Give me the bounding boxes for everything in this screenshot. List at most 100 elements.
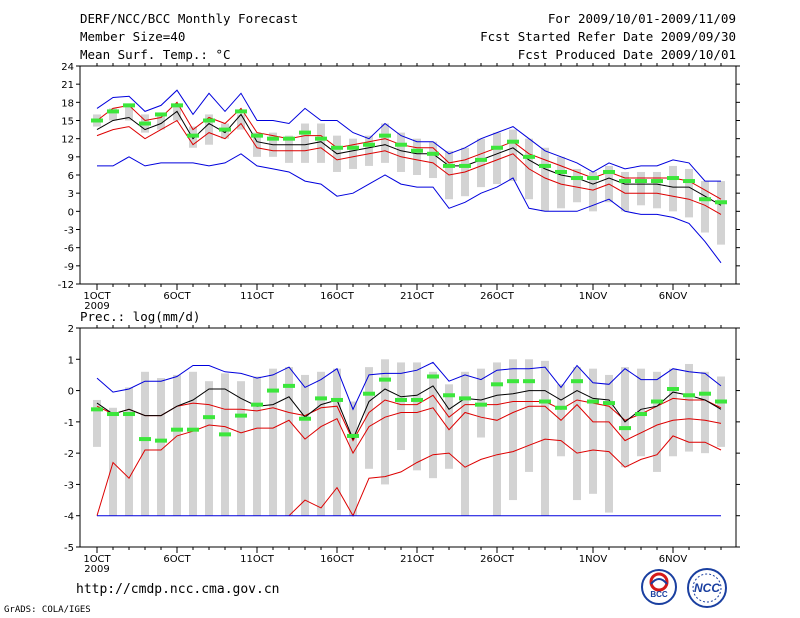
ensemble-box (93, 399, 101, 447)
observation-marker (267, 136, 279, 141)
ensemble-box (701, 371, 709, 454)
observation-marker (427, 374, 439, 379)
ensemble-box (109, 407, 117, 516)
observation-marker (363, 142, 375, 147)
series-line-ensemble-mean (96, 385, 722, 441)
observation-marker (235, 109, 247, 114)
observation-marker (203, 118, 215, 123)
ensemble-box (461, 371, 469, 516)
x-tick-label: 1NOV (579, 554, 608, 565)
ensemble-box (365, 367, 373, 469)
observation-marker (715, 399, 727, 404)
observation-marker (443, 393, 455, 398)
ensemble-box (317, 123, 325, 163)
observation-marker (491, 145, 503, 150)
observation-marker (379, 377, 391, 382)
series-line-lower (96, 403, 722, 516)
observation-marker (459, 396, 471, 401)
observation-marker (699, 197, 711, 202)
observation-marker (571, 176, 583, 181)
ensemble-box (125, 105, 133, 121)
series-line-ensemble-max (96, 89, 721, 182)
ensemble-box (685, 363, 693, 452)
x-tick-sublabel: 2009 (84, 301, 109, 312)
y-tick-label: 2 (68, 324, 74, 335)
plot-frame (79, 327, 737, 548)
observation-marker (299, 416, 311, 421)
series-line-lower (96, 119, 722, 215)
ensemble-box (285, 135, 293, 163)
ensemble-box (669, 368, 677, 457)
y-tick-label: 0 (68, 387, 74, 398)
observation-marker (363, 391, 375, 396)
ensemble-box (509, 129, 517, 182)
observation-marker (523, 379, 535, 384)
series-line-upper (96, 101, 722, 200)
observation-marker (475, 157, 487, 162)
ensemble-box (541, 360, 549, 516)
observation-marker (155, 438, 167, 443)
series-line-upper (96, 394, 722, 442)
observation-marker (123, 103, 135, 108)
ensemble-box (253, 132, 261, 157)
x-tick-label: 6NOV (659, 291, 688, 302)
ensemble-box (557, 156, 565, 209)
observation-marker (571, 379, 583, 384)
x-tick-label: 26OCT (480, 554, 515, 565)
observation-marker (251, 133, 263, 138)
ensemble-box (429, 371, 437, 479)
x-tick-label: 26OCT (480, 291, 515, 302)
ensemble-box (253, 376, 261, 516)
ensemble-box (125, 387, 133, 516)
series-line-ensemble-min (97, 153, 722, 264)
ensemble-box (669, 165, 677, 212)
observation-marker (347, 145, 359, 150)
series-line-lower-2 (288, 435, 722, 517)
source-url[interactable]: http://cmdp.ncc.cma.gov.cn (76, 582, 280, 597)
ensemble-box (413, 362, 421, 471)
observation-marker (299, 130, 311, 135)
x-tick-label: 21OCT (400, 554, 435, 565)
y-tick-label: 6 (68, 171, 74, 182)
ncc-logo-text: NCC (694, 581, 720, 595)
y-tick-label: 24 (61, 62, 74, 73)
series-line-ensemble-mean (96, 110, 722, 206)
ensemble-box (573, 168, 581, 203)
forecast-period: For 2009/10/01-2009/11/09 (547, 11, 736, 26)
y-tick-label: -1 (64, 418, 74, 429)
grads-credit: GrADS: COLA/IGES (4, 605, 91, 615)
y-tick-label: -6 (64, 244, 74, 255)
ensemble-box (301, 374, 309, 516)
ensemble-box (349, 138, 357, 169)
bcc-logo: BCC (640, 568, 678, 606)
x-tick-label: 21OCT (400, 291, 435, 302)
observation-marker (219, 127, 231, 132)
ensemble-box (477, 138, 485, 188)
observation-marker (587, 399, 599, 404)
observation-marker (555, 405, 567, 410)
ensemble-box (493, 362, 501, 516)
ensemble-box (237, 114, 245, 130)
observation-marker (91, 118, 103, 123)
observation-marker (699, 391, 711, 396)
ensemble-box (381, 359, 389, 485)
chart-title: DERF/NCC/BCC Monthly Forecast (80, 11, 299, 26)
y-tick-label: 1 (68, 355, 74, 366)
observation-marker (187, 427, 199, 432)
observation-marker (523, 154, 535, 159)
observation-marker (619, 426, 631, 431)
ensemble-box (589, 368, 597, 494)
ensemble-box (173, 105, 181, 121)
observation-marker (507, 139, 519, 144)
y-tick-label: -4 (64, 512, 74, 523)
ensemble-box (589, 171, 597, 212)
observation-marker (331, 397, 343, 402)
ncc-logo: NCC (684, 566, 730, 610)
ensemble-box (541, 147, 549, 212)
observation-marker (139, 437, 151, 442)
ensemble-box (637, 171, 645, 206)
ensemble-box (701, 181, 709, 233)
ensemble-box (173, 374, 181, 516)
